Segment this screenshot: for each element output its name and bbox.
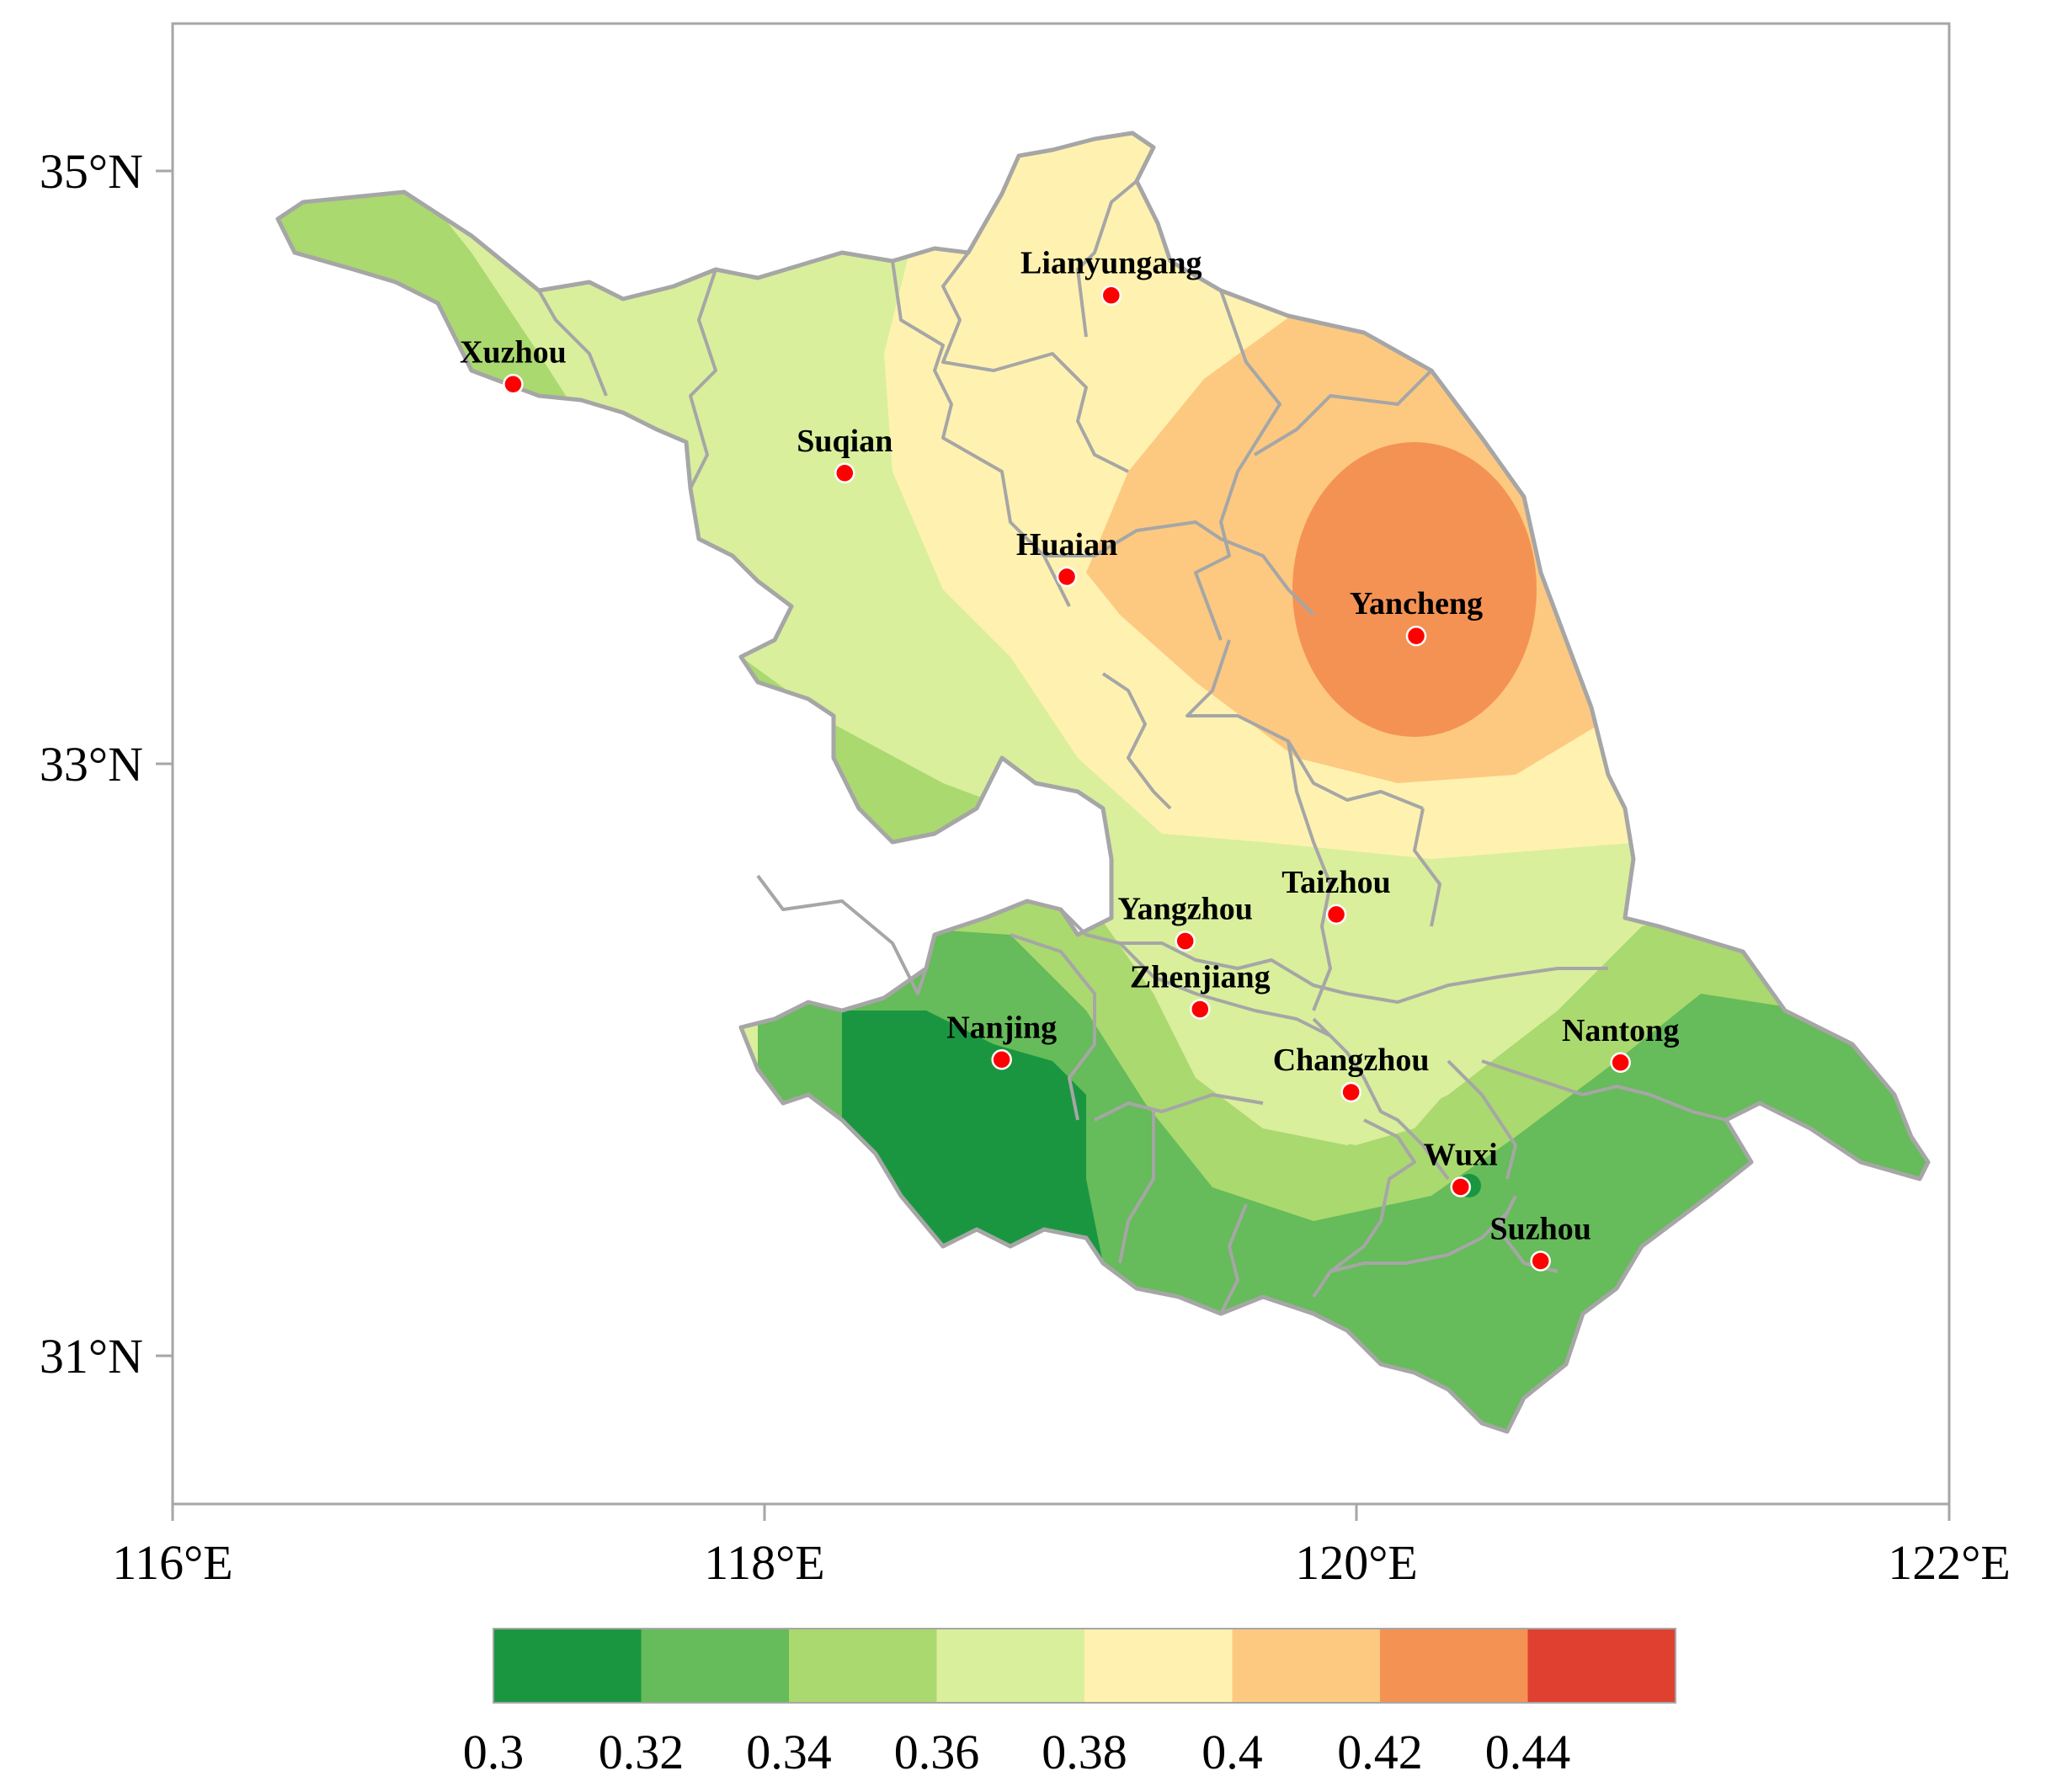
contour-fill xyxy=(278,133,1928,1432)
colorbar: 0.3 0.32 0.34 0.36 0.38 0.4 0.42 0.44 xyxy=(463,1628,1676,1779)
city-marker xyxy=(1056,566,1078,588)
city-nanjing: Nanjing xyxy=(946,1010,1057,1070)
colorbar-label: 0.42 xyxy=(1337,1725,1423,1779)
colorbar-label: 0.36 xyxy=(894,1725,980,1779)
colorbar-segment xyxy=(1527,1629,1676,1703)
city-xuzhou: Xuzhou xyxy=(460,334,567,395)
city-marker xyxy=(503,374,524,395)
colorbar-label: 0.34 xyxy=(746,1725,832,1779)
colorbar-label: 0.4 xyxy=(1201,1725,1263,1779)
colorbar-segment xyxy=(1084,1629,1233,1703)
colorbar-segment xyxy=(1232,1629,1380,1703)
colorbar-segment xyxy=(493,1629,642,1703)
colorbar-segment xyxy=(1380,1629,1528,1703)
city-label: Yancheng xyxy=(1350,586,1483,621)
city-marker xyxy=(1530,1251,1551,1272)
county-boundaries xyxy=(537,147,1727,1315)
city-label: Zhenjiang xyxy=(1130,959,1271,995)
province-outline xyxy=(275,131,1931,1434)
city-marker xyxy=(1175,931,1196,952)
city-nantong: Nantong xyxy=(1562,1013,1679,1074)
city-wuxi: Wuxi xyxy=(1424,1138,1498,1197)
city-label: Nanjing xyxy=(946,1010,1057,1045)
x-tick-label: 118°E xyxy=(704,1535,824,1590)
city-label: Huaian xyxy=(1016,527,1117,563)
y-tick-label: 31°N xyxy=(40,1329,143,1384)
y-tick-labels: 35°N 33°N 31°N xyxy=(40,144,143,1384)
colorbar-frame xyxy=(493,1628,1676,1704)
cities-layer: Lianyungang Xuzhou Suqian Huaian Yancheng Tai… xyxy=(460,246,1679,1272)
x-tick-label: 120°E xyxy=(1295,1535,1418,1590)
city-label: Nantong xyxy=(1562,1013,1679,1048)
city-label: Changzhou xyxy=(1273,1043,1430,1078)
city-marker xyxy=(834,462,855,484)
city-marker xyxy=(1100,285,1122,306)
city-suzhou: Suzhou xyxy=(1489,1211,1591,1272)
x-tick-labels: 116°E 118°E 120°E 122°E xyxy=(112,1535,2011,1590)
contour-level-036-south xyxy=(1162,884,1642,1145)
city-label: Xuzhou xyxy=(460,334,567,370)
city-taizhou: Taizhou xyxy=(1281,865,1391,925)
city-label: Wuxi xyxy=(1424,1138,1498,1173)
colorbar-segment xyxy=(641,1629,789,1703)
city-marker xyxy=(1450,1176,1471,1197)
city-label: Suqian xyxy=(797,424,892,459)
contour-level-042 xyxy=(1292,442,1537,737)
x-tick-label: 122°E xyxy=(1888,1535,2011,1590)
axis-ticks xyxy=(156,169,1951,1521)
city-label: Yangzhou xyxy=(1117,892,1253,927)
city-yancheng: Yancheng xyxy=(1350,586,1483,647)
colorbar-segment xyxy=(789,1629,937,1703)
city-changzhou: Changzhou xyxy=(1273,1043,1430,1103)
city-marker xyxy=(991,1049,1012,1070)
city-label: Taizhou xyxy=(1281,865,1391,900)
colorbar-label: 0.32 xyxy=(599,1725,685,1779)
city-label: Lianyungang xyxy=(1020,246,1201,281)
city-marker xyxy=(1325,904,1347,925)
city-marker xyxy=(1190,999,1211,1020)
city-marker xyxy=(1405,625,1427,647)
city-label: Suzhou xyxy=(1489,1211,1590,1246)
city-suqian: Suqian xyxy=(797,424,892,484)
colorbar-label: 0.44 xyxy=(1485,1725,1571,1779)
colorbar-label: 0.38 xyxy=(1042,1725,1127,1779)
city-yangzhou: Yangzhou xyxy=(1117,892,1253,952)
y-tick-label: 35°N xyxy=(40,144,143,199)
x-tick-label: 116°E xyxy=(112,1535,232,1590)
city-zhenjiang: Zhenjiang xyxy=(1130,959,1271,1020)
colorbar-label: 0.3 xyxy=(463,1725,525,1779)
city-marker xyxy=(1610,1052,1631,1074)
city-lianyungang: Lianyungang xyxy=(1020,246,1202,306)
city-marker xyxy=(1340,1081,1361,1103)
y-tick-label: 33°N xyxy=(40,737,143,792)
colorbar-segment xyxy=(936,1629,1084,1703)
city-huaian: Huaian xyxy=(1016,527,1117,588)
